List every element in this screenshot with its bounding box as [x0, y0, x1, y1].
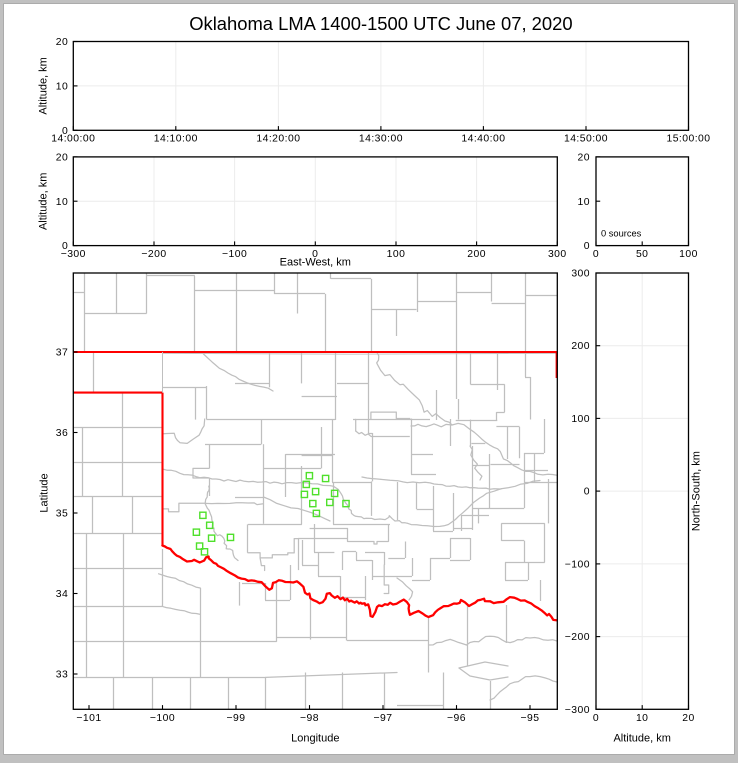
- svg-text:East-West, km: East-West, km: [280, 256, 351, 268]
- svg-text:10: 10: [56, 197, 68, 208]
- svg-text:20: 20: [56, 152, 68, 163]
- svg-text:−99: −99: [227, 713, 246, 724]
- svg-text:100: 100: [571, 414, 590, 425]
- svg-text:200: 200: [571, 341, 590, 352]
- svg-text:−100: −100: [150, 713, 175, 724]
- svg-text:−97: −97: [374, 713, 393, 724]
- svg-text:−300: −300: [565, 705, 590, 716]
- svg-text:35: 35: [56, 509, 68, 520]
- svg-text:10: 10: [56, 81, 68, 92]
- svg-text:10: 10: [578, 197, 590, 208]
- svg-text:20: 20: [56, 37, 68, 48]
- svg-text:14:50:00: 14:50:00: [564, 134, 608, 145]
- svg-text:−300: −300: [61, 249, 86, 260]
- svg-text:14:10:00: 14:10:00: [154, 134, 198, 145]
- svg-text:50: 50: [636, 249, 648, 260]
- svg-text:0: 0: [593, 713, 599, 724]
- svg-text:14:30:00: 14:30:00: [359, 134, 403, 145]
- svg-text:0 sources: 0 sources: [601, 229, 642, 239]
- svg-text:−100: −100: [565, 559, 590, 570]
- svg-text:−96: −96: [447, 713, 466, 724]
- svg-text:0: 0: [62, 241, 68, 252]
- svg-text:100: 100: [387, 249, 406, 260]
- svg-text:Altitude, km: Altitude, km: [38, 57, 50, 114]
- svg-text:Longitude: Longitude: [291, 732, 339, 744]
- svg-text:0: 0: [584, 487, 590, 498]
- svg-text:Latitude: Latitude: [39, 473, 51, 512]
- svg-text:0: 0: [584, 241, 590, 252]
- svg-text:37: 37: [56, 348, 68, 359]
- svg-text:−98: −98: [300, 713, 319, 724]
- svg-text:0: 0: [312, 249, 318, 260]
- svg-text:Altitude, km: Altitude, km: [613, 732, 670, 744]
- svg-text:14:20:00: 14:20:00: [256, 134, 300, 145]
- svg-text:20: 20: [682, 713, 694, 724]
- svg-text:34: 34: [56, 589, 68, 600]
- svg-text:20: 20: [578, 152, 590, 163]
- svg-text:0: 0: [62, 126, 68, 137]
- svg-text:10: 10: [636, 713, 648, 724]
- svg-text:0: 0: [593, 249, 599, 260]
- svg-text:Oklahoma LMA 1400-1500 UTC Jun: Oklahoma LMA 1400-1500 UTC June 07, 2020: [189, 13, 572, 34]
- svg-text:14:00:00: 14:00:00: [51, 134, 95, 145]
- svg-text:14:40:00: 14:40:00: [461, 134, 505, 145]
- svg-text:−200: −200: [141, 249, 166, 260]
- svg-text:−100: −100: [222, 249, 247, 260]
- svg-text:15:00:00: 15:00:00: [666, 134, 710, 145]
- svg-text:200: 200: [467, 249, 486, 260]
- svg-text:33: 33: [56, 670, 68, 681]
- svg-text:36: 36: [56, 428, 68, 439]
- svg-text:−95: −95: [521, 713, 540, 724]
- svg-text:−101: −101: [76, 713, 101, 724]
- svg-text:300: 300: [548, 249, 567, 260]
- svg-text:Altitude, km: Altitude, km: [38, 173, 50, 230]
- svg-text:300: 300: [571, 269, 590, 280]
- svg-text:−200: −200: [565, 632, 590, 643]
- svg-text:North-South, km: North-South, km: [691, 451, 703, 531]
- svg-text:100: 100: [679, 249, 698, 260]
